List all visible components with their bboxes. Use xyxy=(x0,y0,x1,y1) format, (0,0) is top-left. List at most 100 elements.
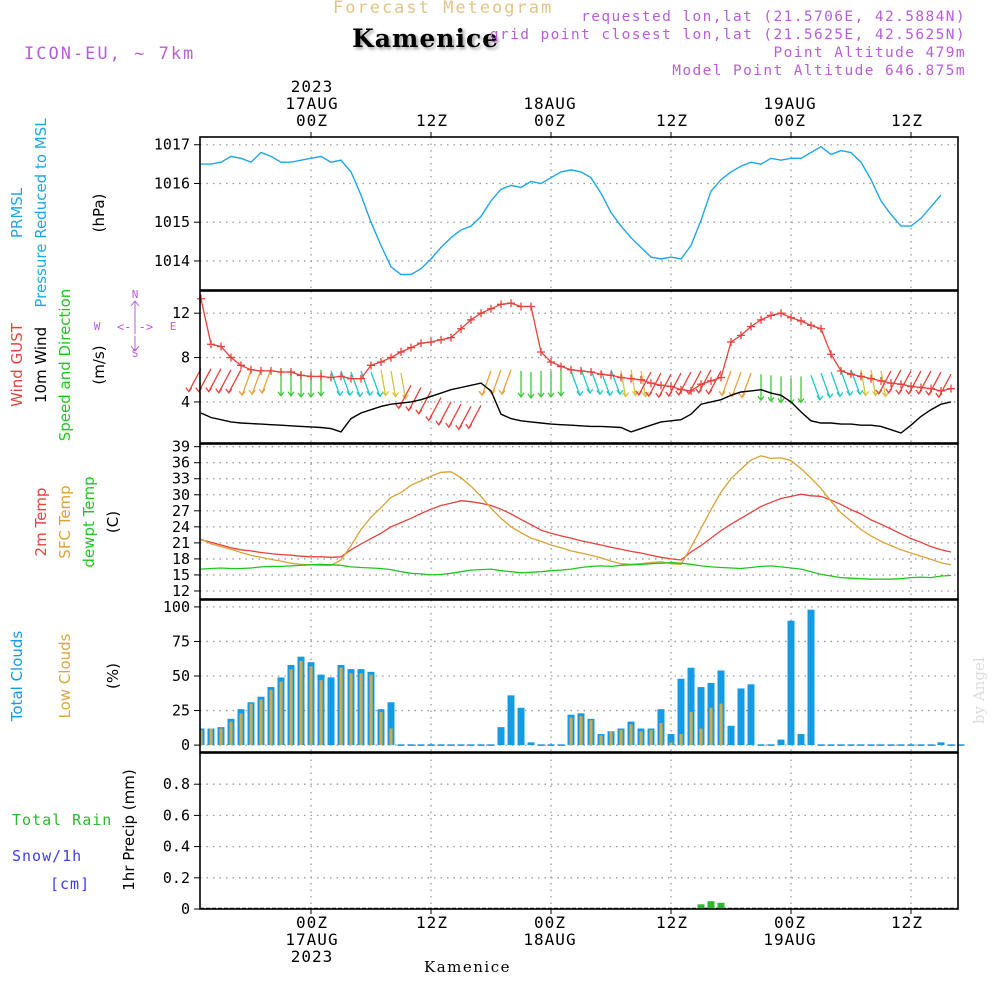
y-tick-label: 0.8 xyxy=(163,775,190,793)
gust-marker xyxy=(307,372,315,381)
wind-barb-head xyxy=(455,424,463,431)
wind-barb-head xyxy=(381,390,390,397)
y-tick-label: 30 xyxy=(172,486,190,504)
wind-barb xyxy=(481,370,492,396)
wind-barb-head xyxy=(655,392,663,399)
gust-marker xyxy=(927,384,935,393)
wind-barb-head xyxy=(767,396,775,403)
wind-barb xyxy=(638,371,652,396)
temp2m-line xyxy=(200,493,952,561)
y-tick-label: 33 xyxy=(172,470,190,488)
total-cloud-bar xyxy=(467,744,475,746)
y-tick-label: 21 xyxy=(172,534,190,552)
wind10m-label: 10m Wind xyxy=(32,327,50,403)
gust-marker xyxy=(887,379,895,388)
gust-marker xyxy=(757,315,765,324)
panel-frame xyxy=(199,599,959,753)
gust-marker xyxy=(477,309,485,318)
wind-barb xyxy=(418,390,432,415)
rain-bar xyxy=(717,902,725,909)
pressure-unit: (hPa) xyxy=(90,194,108,233)
bottom-hour: 12Z xyxy=(656,913,688,932)
total-cloud-bar xyxy=(507,695,515,746)
wind-barb-head xyxy=(527,393,535,400)
total-cloud-bar xyxy=(797,734,805,746)
wind-barb xyxy=(468,404,482,429)
wind-barb xyxy=(198,368,212,392)
panel-frame xyxy=(199,443,959,600)
y-tick-label: 12 xyxy=(172,304,190,322)
low-cloud-bar xyxy=(679,734,683,746)
bottom-time-label: 00Z 19AUG xyxy=(757,914,823,948)
wind-barb-head xyxy=(376,392,384,398)
wind-barb xyxy=(880,370,887,397)
temp-unit: (C) xyxy=(104,511,122,533)
point-altitude: Point Altitude 479m xyxy=(773,45,966,61)
wind-barb-head xyxy=(391,392,400,398)
top-date: 18AUG xyxy=(523,94,577,113)
wind-barb xyxy=(850,369,861,395)
grid-point-coords: grid point closest lon,lat (21.5625E, 42… xyxy=(489,27,966,43)
gust-marker xyxy=(347,374,355,383)
wind-barb-head xyxy=(297,392,305,398)
wind-barb xyxy=(400,372,407,399)
total-cloud-bar xyxy=(517,707,525,746)
top-hour: 12Z xyxy=(416,111,448,130)
wind-barb-head xyxy=(645,391,653,398)
wind-barb-head xyxy=(277,391,285,397)
gust-marker xyxy=(777,309,785,318)
gust-marker xyxy=(407,343,415,352)
top-time-label: 12Z xyxy=(642,112,702,129)
total-cloud-bar xyxy=(677,678,685,746)
wind-barb xyxy=(898,370,912,395)
gust-marker xyxy=(217,342,225,351)
total-cloud-bar xyxy=(957,744,965,746)
total-cloud-bar xyxy=(697,687,705,746)
wind-barb-head xyxy=(816,395,824,401)
wind-barb-head xyxy=(517,392,525,398)
total-cloud-bar xyxy=(907,744,915,746)
total-cloud-bar xyxy=(827,744,835,746)
y-tick-label: 8 xyxy=(181,349,190,367)
gust-marker xyxy=(237,361,245,370)
wind-barb-head xyxy=(225,388,233,394)
wind-barb-head xyxy=(836,392,844,398)
low-cloud-bar xyxy=(249,703,253,746)
wind-barb xyxy=(570,370,581,396)
low-cloud-bar xyxy=(299,660,303,746)
total-cloud-bar xyxy=(457,744,465,746)
wind-barb xyxy=(501,369,512,395)
top-time-label: 12Z xyxy=(402,112,462,129)
total-cloud-bar xyxy=(927,744,935,746)
wind-barb-head xyxy=(425,416,433,422)
wind-barb-head xyxy=(885,388,893,394)
wind-barb xyxy=(870,369,877,396)
gust-marker xyxy=(567,365,575,374)
y-tick-label: 1017 xyxy=(154,136,190,154)
wind-barb-head xyxy=(621,392,630,398)
low-cloud-bar xyxy=(589,720,593,746)
top-year: 2023 xyxy=(290,77,334,96)
wind-barb-head xyxy=(395,403,403,410)
wind-barb-head xyxy=(596,389,604,396)
top-time-label: 12Z xyxy=(877,112,937,129)
wind-barb xyxy=(708,370,722,395)
total-clouds-label: Total Clouds xyxy=(8,631,26,723)
total-cloud-bar xyxy=(847,744,855,746)
bottom-date: 17AUG xyxy=(285,930,339,949)
total-cloud-bar xyxy=(737,688,745,746)
wind-barb-head xyxy=(895,389,903,395)
bottom-hour: 12Z xyxy=(416,913,448,932)
top-hour: 00Z xyxy=(534,111,566,130)
y-tick-label: 15 xyxy=(172,566,190,584)
gust-marker xyxy=(687,386,695,395)
gust-marker xyxy=(737,331,745,340)
gust-marker xyxy=(897,380,905,389)
top-date: 19AUG xyxy=(763,94,817,113)
gust-marker xyxy=(367,361,375,370)
compass-north: N xyxy=(132,288,139,301)
wind-barb xyxy=(741,372,752,398)
gust-marker xyxy=(847,370,855,379)
wind-barb-head xyxy=(346,390,354,397)
